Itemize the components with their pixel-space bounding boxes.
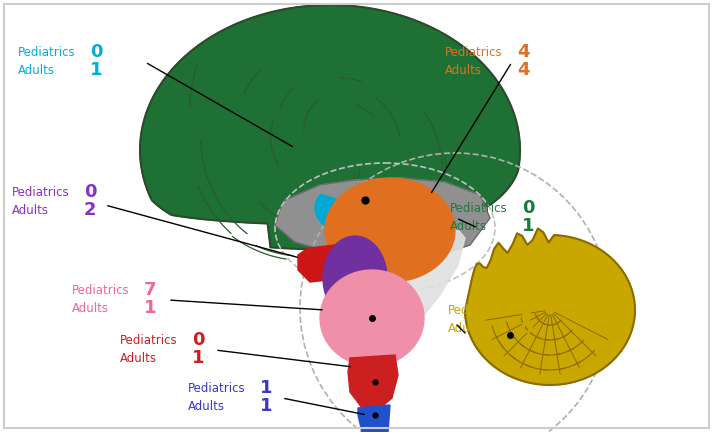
Text: 1: 1: [260, 379, 273, 397]
Text: 2: 2: [84, 201, 96, 219]
Text: Pediatrics: Pediatrics: [72, 283, 130, 296]
Text: Pediatrics: Pediatrics: [12, 185, 70, 198]
Text: 4: 4: [517, 43, 530, 61]
Polygon shape: [275, 178, 490, 262]
Polygon shape: [298, 245, 340, 282]
Polygon shape: [323, 236, 387, 320]
Text: 1: 1: [522, 217, 535, 235]
Text: 1: 1: [520, 301, 533, 319]
Text: 0: 0: [522, 199, 535, 217]
Text: 4: 4: [517, 61, 530, 79]
Text: Adults: Adults: [72, 302, 109, 314]
Text: 1: 1: [260, 397, 273, 415]
Polygon shape: [325, 178, 455, 282]
Text: Adults: Adults: [120, 352, 157, 365]
Text: 1: 1: [90, 61, 103, 79]
Text: Pediatrics: Pediatrics: [120, 334, 178, 346]
Polygon shape: [320, 270, 424, 366]
Text: Pediatrics: Pediatrics: [188, 381, 246, 394]
Polygon shape: [358, 405, 390, 432]
Text: Pediatrics: Pediatrics: [450, 201, 508, 215]
Text: Adults: Adults: [12, 203, 49, 216]
Polygon shape: [348, 355, 398, 410]
Text: 0: 0: [520, 319, 533, 337]
Text: Pediatrics: Pediatrics: [18, 45, 76, 58]
Text: Adults: Adults: [450, 219, 487, 232]
Text: Adults: Adults: [448, 321, 485, 334]
Text: 1: 1: [192, 349, 204, 367]
Text: 0: 0: [84, 183, 96, 201]
Text: Adults: Adults: [18, 64, 55, 76]
Text: Adults: Adults: [188, 400, 225, 413]
Text: 1: 1: [144, 299, 156, 317]
Text: Adults: Adults: [445, 64, 482, 76]
Polygon shape: [465, 229, 635, 385]
Text: 0: 0: [90, 43, 103, 61]
Polygon shape: [140, 5, 520, 250]
Text: 0: 0: [192, 331, 204, 349]
Polygon shape: [315, 194, 410, 238]
Text: Pediatrics: Pediatrics: [448, 304, 506, 317]
Text: 7: 7: [144, 281, 156, 299]
Polygon shape: [325, 208, 465, 338]
Text: Pediatrics: Pediatrics: [445, 45, 503, 58]
